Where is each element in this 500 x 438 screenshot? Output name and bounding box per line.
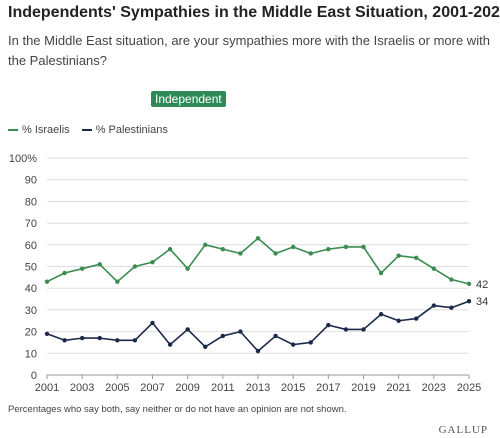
- source-logo: GALLUP: [438, 424, 488, 436]
- data-point: [238, 251, 243, 256]
- y-tick-label: 10: [25, 348, 37, 360]
- data-point: [220, 333, 226, 339]
- data-point: [132, 264, 138, 269]
- data-point: [431, 266, 437, 271]
- data-point: [378, 312, 384, 317]
- data-point: [255, 348, 261, 354]
- data-point: [343, 327, 349, 332]
- x-tick-label: 2019: [351, 382, 375, 394]
- y-tick-label: 20: [25, 327, 37, 339]
- data-point: [167, 246, 173, 252]
- data-point: [150, 259, 155, 265]
- end-label-palestinians: 34: [476, 296, 488, 308]
- data-point: [431, 303, 437, 308]
- y-tick-label: 90: [25, 175, 37, 187]
- data-point: [132, 338, 138, 343]
- grid-lines: [47, 157, 469, 376]
- data-point: [62, 338, 67, 343]
- data-point: [326, 322, 331, 328]
- data-point: [97, 335, 102, 341]
- data-point: [203, 344, 208, 349]
- footnote: Percentages who say both, say neither or…: [8, 404, 347, 415]
- data-point: [396, 253, 401, 258]
- data-point: [273, 251, 278, 256]
- data-point: [115, 279, 120, 284]
- y-tick-label: 0: [31, 370, 37, 382]
- y-tick-label: 50: [25, 262, 37, 274]
- legend-swatch-israelis: [8, 129, 18, 131]
- data-point: [396, 318, 401, 323]
- data-point: [79, 335, 85, 341]
- y-tick-label: 60: [25, 240, 37, 252]
- data-point: [449, 277, 454, 282]
- data-point: [255, 236, 261, 241]
- data-point: [238, 329, 243, 334]
- data-point: [167, 342, 173, 347]
- y-tick-label: 70: [25, 218, 37, 230]
- y-tick-label: 40: [25, 283, 37, 295]
- x-tick-label: 2009: [175, 382, 199, 394]
- x-tick-label: 2011: [211, 382, 235, 394]
- x-tick-label: 2021: [386, 382, 410, 394]
- data-point: [273, 333, 278, 339]
- data-point: [290, 342, 296, 347]
- x-axis-ticks: 2001 2003 2005 2007 2009 2011 2013 2015 2017 2019…: [35, 375, 481, 394]
- y-tick-label: 80: [25, 196, 37, 208]
- data-point: [203, 242, 208, 247]
- data-point: [414, 255, 419, 261]
- data-point: [44, 331, 50, 336]
- data-point: [326, 246, 331, 252]
- group-badge: Independent: [151, 91, 226, 107]
- data-point: [378, 270, 384, 276]
- y-tick-label: 30: [25, 305, 37, 317]
- data-point: [44, 279, 50, 284]
- chart-title: Independents' Sympathies in the Middle E…: [8, 4, 500, 21]
- data-point: [466, 299, 472, 304]
- data-point: [290, 244, 296, 250]
- x-tick-label: 2003: [70, 382, 94, 394]
- data-point: [308, 340, 313, 345]
- data-point: [449, 305, 454, 310]
- data-point: [150, 320, 155, 326]
- data-point: [414, 316, 419, 321]
- x-tick-label: 2013: [246, 382, 270, 394]
- legend: % Israelis % Palestinians: [8, 124, 168, 136]
- x-tick-label: 2005: [105, 382, 129, 394]
- series-line-palestinians: [46, 300, 470, 352]
- end-label-israelis: 42: [476, 279, 488, 291]
- data-point: [97, 262, 102, 267]
- data-point: [220, 246, 226, 252]
- legend-item-palestinians: % Palestinians: [81, 124, 168, 136]
- legend-swatch-palestinians: [81, 129, 92, 131]
- data-point: [361, 244, 366, 250]
- data-point: [62, 270, 67, 276]
- data-point: [361, 327, 366, 332]
- data-point: [185, 266, 190, 271]
- data-point: [79, 266, 85, 271]
- data-point: [185, 327, 190, 332]
- legend-label-israelis: % Israelis: [22, 124, 70, 136]
- x-tick-label: 2023: [422, 382, 446, 394]
- x-tick-label: 2017: [316, 382, 340, 394]
- data-point: [308, 251, 313, 256]
- legend-item-israelis: % Israelis: [8, 124, 70, 136]
- data-point: [466, 281, 472, 287]
- data-point: [343, 244, 349, 250]
- chart-subtitle: In the Middle East situation, are your s…: [8, 33, 490, 68]
- x-tick-label: 2001: [35, 382, 59, 394]
- x-tick-label: 2007: [140, 382, 164, 394]
- x-tick-label: 2025: [457, 382, 481, 394]
- data-point: [115, 338, 120, 343]
- legend-label-palestinians: % Palestinians: [95, 124, 168, 136]
- y-tick-label: 100%: [9, 153, 37, 165]
- x-tick-label: 2015: [281, 382, 305, 394]
- y-axis-ticks: 0 10 20 30 40 50 60 70 80 90 100%: [9, 153, 37, 382]
